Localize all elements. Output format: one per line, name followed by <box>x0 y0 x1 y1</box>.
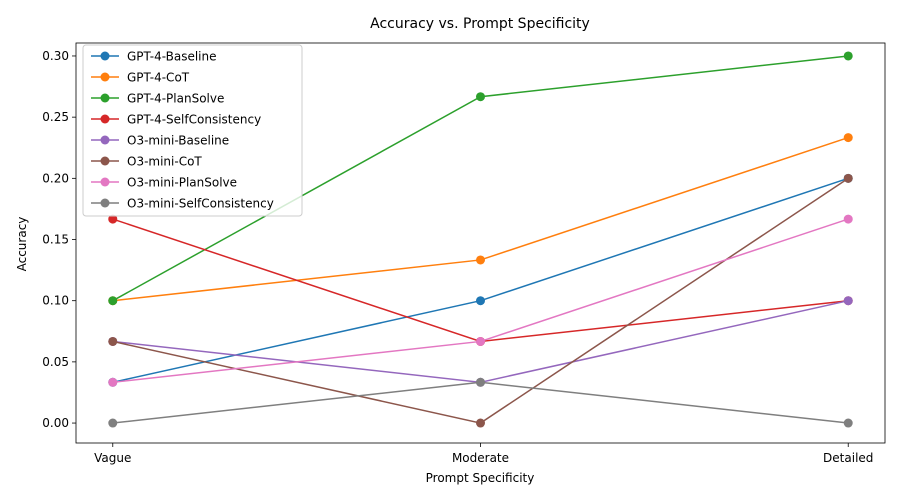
data-point <box>843 51 853 61</box>
x-axis-label: Prompt Specificity <box>426 471 535 485</box>
data-point <box>843 173 853 183</box>
data-point <box>476 296 485 306</box>
legend-marker <box>100 135 110 145</box>
legend-marker <box>100 198 110 208</box>
y-axis-label: Accuracy <box>15 217 29 272</box>
chart-title: Accuracy vs. Prompt Specificity <box>370 16 590 32</box>
series-line <box>112 381 849 424</box>
data-point <box>476 336 485 346</box>
legend-box <box>82 44 303 217</box>
series-o3-mini-selfconsistency <box>108 377 853 428</box>
legend-label: O3-mini-SelfConsistency <box>127 197 274 211</box>
legend-label: GPT-4-CoT <box>127 71 190 85</box>
legend-label: O3-mini-CoT <box>127 155 202 169</box>
data-point <box>843 133 853 143</box>
legend-marker <box>100 177 110 187</box>
y-tick-label: 0.30 <box>42 49 69 63</box>
x-tick-label: Vague <box>94 451 131 465</box>
axes-frame <box>75 42 886 444</box>
x-tick-label: Detailed <box>823 451 873 465</box>
legend: GPT-4-Baseline GPT-4-CoT GPT-4-PlanSolve GP… <box>82 44 303 217</box>
series-o3-mini-plansolve <box>108 214 853 387</box>
legend-label: GPT-4-PlanSolve <box>127 92 224 106</box>
data-point <box>476 377 485 387</box>
series-gpt-4-selfconsistency <box>108 214 853 346</box>
y-tick-label: 0.00 <box>42 416 69 430</box>
data-point <box>108 377 118 387</box>
data-point <box>108 336 118 346</box>
y-tick-label: 0.25 <box>42 110 69 124</box>
data-point <box>108 296 118 306</box>
x-tick-label: Moderate <box>452 451 509 465</box>
data-point <box>843 418 853 428</box>
y-tick-label: 0.20 <box>42 171 69 185</box>
series-line <box>112 218 849 343</box>
y-tick-label: 0.10 <box>42 294 69 308</box>
y-tick-label: 0.05 <box>42 355 69 369</box>
legend-marker <box>100 156 110 166</box>
data-point <box>476 418 485 428</box>
legend-label: GPT-4-SelfConsistency <box>127 113 261 127</box>
data-point <box>476 92 485 102</box>
y-tick-label: 0.15 <box>42 233 69 247</box>
legend-marker <box>100 51 110 61</box>
legend-label: O3-mini-PlanSolve <box>127 176 237 190</box>
legend-label: O3-mini-Baseline <box>127 134 229 148</box>
data-point <box>108 418 118 428</box>
data-point <box>476 255 485 265</box>
data-point <box>843 214 853 224</box>
data-point <box>108 214 118 224</box>
data-point <box>843 296 853 306</box>
legend-label: GPT-4-Baseline <box>127 50 217 64</box>
legend-marker <box>100 72 110 82</box>
legend-marker <box>100 93 110 103</box>
legend-marker <box>100 114 110 124</box>
series-gpt-4-plansolve <box>108 51 853 306</box>
